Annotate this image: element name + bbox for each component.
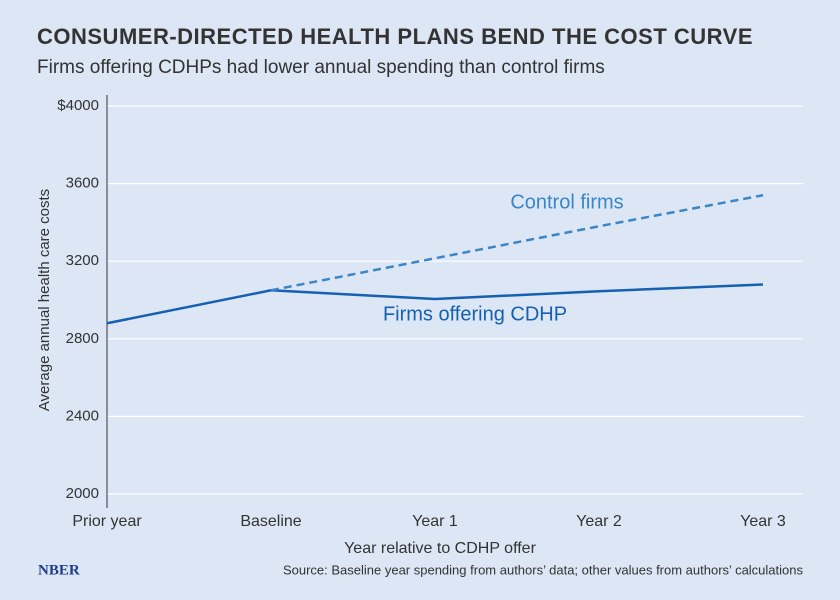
x-axis-label: Year relative to CDHP offer — [344, 540, 536, 557]
y-tick-label: 2000 — [66, 485, 99, 502]
x-tick-label: Baseline — [240, 513, 301, 530]
x-tick-label: Year 3 — [740, 513, 786, 530]
series-label: Firms offering CDHP — [383, 303, 567, 325]
chart-subtitle: Firms offering CDHPs had lower annual sp… — [37, 57, 605, 78]
y-tick-label: $4000 — [57, 97, 99, 114]
x-tick-label: Year 2 — [576, 513, 622, 530]
y-axis-label: Average annual health care costs — [36, 189, 53, 411]
logo: NBER — [38, 562, 80, 578]
y-tick-label: 2800 — [66, 330, 99, 347]
series-label: Control firms — [510, 191, 623, 213]
x-tick-label: Year 1 — [412, 513, 458, 530]
series-line — [270, 194, 764, 292]
y-tick-label: 3600 — [66, 175, 99, 192]
series-line — [106, 283, 764, 325]
x-tick-label: Prior year — [72, 513, 142, 530]
source-note: Source: Baseline year spending from auth… — [283, 562, 804, 577]
y-tick-label: 3200 — [66, 252, 99, 269]
chart-title: CONSUMER-DIRECTED HEALTH PLANS BEND THE … — [37, 24, 753, 49]
y-tick-label: 2400 — [66, 407, 99, 424]
